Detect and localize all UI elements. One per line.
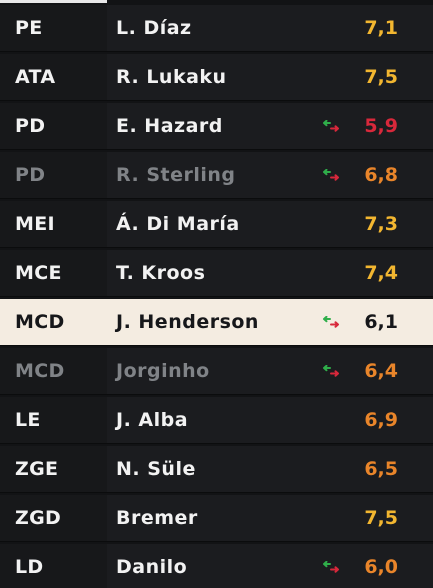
player-position: ZGD <box>15 507 62 529</box>
player-rating: 6,1 <box>364 311 398 333</box>
player-position: MCE <box>15 262 62 284</box>
player-position: PD <box>15 115 46 137</box>
position-cell <box>0 446 107 492</box>
position-cell <box>0 544 107 588</box>
player-position: MCD <box>15 311 65 333</box>
player-rating: 6,4 <box>364 360 398 382</box>
player-name: Á. Di María <box>116 213 240 235</box>
player-name: Bremer <box>116 507 198 529</box>
position-cell <box>0 152 107 198</box>
player-rating: 7,4 <box>364 262 398 284</box>
player-row[interactable]: PE L. Díaz 7,1 <box>0 5 433 52</box>
player-rating: 7,5 <box>364 507 398 529</box>
player-name: R. Sterling <box>116 164 236 186</box>
player-row[interactable]: PD R. Sterling 6,8 <box>0 152 433 199</box>
position-cell <box>0 250 107 296</box>
player-rating: 7,5 <box>364 66 398 88</box>
position-cell <box>0 5 107 51</box>
player-name: J. Henderson <box>116 311 259 333</box>
position-cell <box>0 299 107 345</box>
player-rating: 6,0 <box>364 556 398 578</box>
player-name: E. Hazard <box>116 115 223 137</box>
player-row[interactable]: ATA R. Lukaku 7,5 <box>0 54 433 101</box>
player-row[interactable]: MCD Jorginho 6,4 <box>0 348 433 395</box>
substitution-swap-icon <box>323 169 339 181</box>
substitution-swap-icon <box>323 120 339 132</box>
player-position: MEI <box>15 213 55 235</box>
player-name: J. Alba <box>116 409 189 431</box>
position-cell <box>0 103 107 149</box>
player-rating: 7,3 <box>364 213 398 235</box>
position-cell <box>0 201 107 247</box>
player-name: N. Süle <box>116 458 196 480</box>
player-row[interactable]: LD Danilo 6,0 <box>0 544 433 588</box>
substitution-swap-icon <box>323 316 339 328</box>
player-position: PE <box>15 17 43 39</box>
position-cell <box>0 54 107 100</box>
player-name: L. Díaz <box>116 17 192 39</box>
player-name: T. Kroos <box>116 262 206 284</box>
player-rating: 6,5 <box>364 458 398 480</box>
player-rating: 6,9 <box>364 409 398 431</box>
player-row[interactable]: ZGD Bremer 7,5 <box>0 495 433 542</box>
position-cell <box>0 397 107 443</box>
substitution-swap-icon <box>323 561 339 573</box>
position-cell <box>0 495 107 541</box>
player-position: LE <box>15 409 41 431</box>
position-cell <box>0 348 107 394</box>
player-name: Danilo <box>116 556 188 578</box>
player-row[interactable]: MCD J. Henderson 6,1 <box>0 299 433 346</box>
player-name: R. Lukaku <box>116 66 227 88</box>
player-name: Jorginho <box>116 360 210 382</box>
player-row[interactable]: PD E. Hazard 5,9 <box>0 103 433 150</box>
player-position: ATA <box>15 66 56 88</box>
player-row[interactable]: MEI Á. Di María 7,3 <box>0 201 433 248</box>
player-position: ZGE <box>15 458 59 480</box>
substitution-swap-icon <box>323 365 339 377</box>
player-position: PD <box>15 164 46 186</box>
player-position: LD <box>15 556 44 578</box>
player-position: MCD <box>15 360 65 382</box>
player-rating: 7,1 <box>364 17 398 39</box>
player-row[interactable]: LE J. Alba 6,9 <box>0 397 433 444</box>
player-row[interactable]: MCE T. Kroos 7,4 <box>0 250 433 297</box>
player-rating: 5,9 <box>364 115 398 137</box>
player-row[interactable]: ZGE N. Süle 6,5 <box>0 446 433 493</box>
player-rating: 6,8 <box>364 164 398 186</box>
active-tab-indicator <box>0 0 107 3</box>
